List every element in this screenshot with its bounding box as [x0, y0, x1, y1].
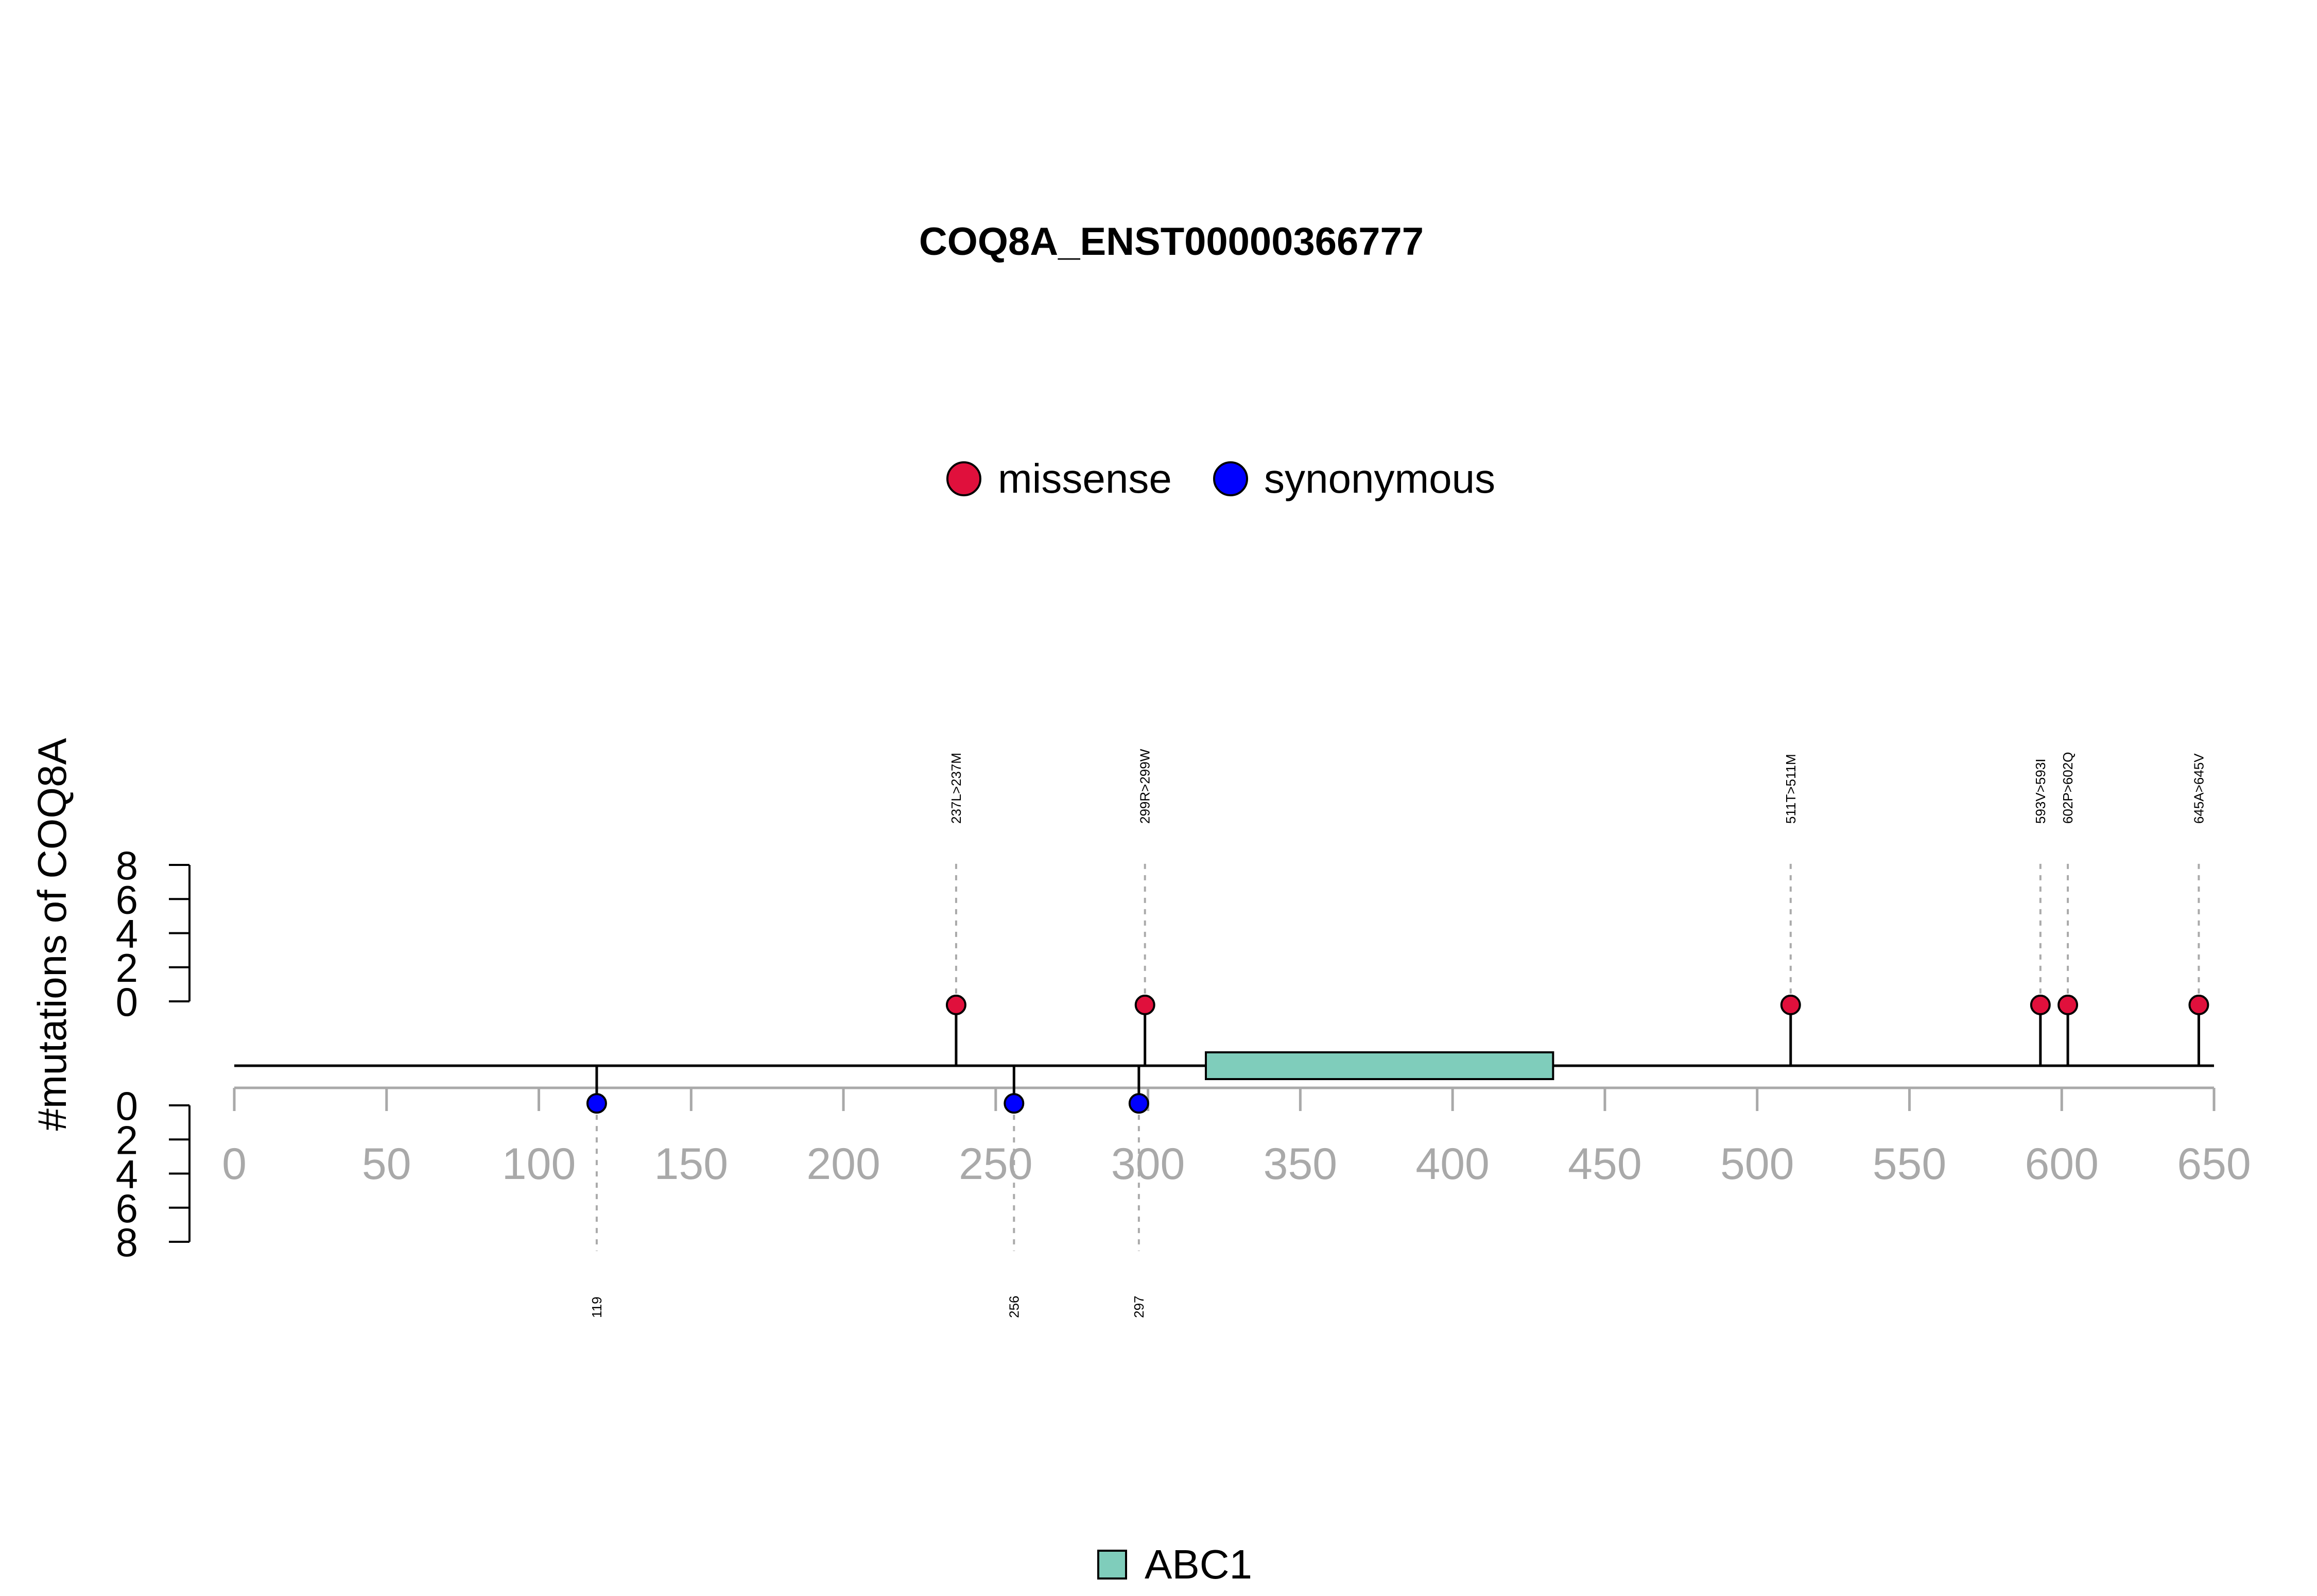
x-tick-label: 150 — [654, 1139, 729, 1189]
legend-label-missense: missense — [998, 456, 1172, 501]
y-tick-label: 6 — [116, 877, 138, 922]
mutation-label: 602P>602Q — [2060, 752, 2076, 824]
mutation-label: 645A>645V — [2191, 753, 2206, 824]
mutation-point — [1128, 1093, 1149, 1114]
y-tick-label: 2 — [116, 1117, 138, 1163]
domain-ABC1 — [1205, 1051, 1554, 1080]
y-tick-label: 8 — [116, 843, 138, 888]
x-tick-label: 50 — [362, 1139, 411, 1189]
mutation-label: 237L>237M — [948, 753, 964, 824]
mutation-point — [1780, 994, 1801, 1015]
mutation-label: 511T>511M — [1783, 754, 1799, 824]
mutation-point — [2030, 994, 2051, 1015]
mutation-label: 299R>299W — [1137, 749, 1153, 824]
mutation-point — [1134, 994, 1155, 1015]
domain-legend-label: ABC1 — [1145, 1541, 1252, 1587]
mutation-point — [2057, 994, 2079, 1015]
mutation-label: 119 — [589, 1297, 604, 1318]
mutation-label: 593V>593I — [2033, 758, 2048, 824]
x-tick-label: 600 — [2025, 1139, 2099, 1189]
mutation-point — [1004, 1093, 1025, 1114]
mutation-point — [586, 1093, 607, 1114]
x-tick-label: 300 — [1111, 1139, 1185, 1189]
x-tick-label: 0 — [222, 1139, 247, 1189]
x-tick-label: 250 — [959, 1139, 1033, 1189]
y-tick-label: 6 — [116, 1186, 138, 1231]
y-tick-label: 8 — [116, 1220, 138, 1265]
y-axis-label: #mutations of COQ8A — [29, 738, 75, 1131]
x-tick-label: 450 — [1568, 1139, 1642, 1189]
legend-marker-missense — [946, 461, 981, 496]
legend-label-synonymous: synonymous — [1264, 456, 1495, 501]
y-tick-label: 4 — [116, 911, 138, 957]
mutation-marks: 237L>237M 299R>299W 511T>511M 593V>593I 602P… — [586, 749, 2209, 1318]
y-tick-label: 4 — [116, 1152, 138, 1197]
chart-title: COQ8A_ENST00000366777 — [919, 220, 1424, 264]
x-tick-label: 100 — [502, 1139, 576, 1189]
mutation-label: 256 — [1006, 1296, 1022, 1318]
mutation-point — [945, 994, 966, 1015]
domain-legend: ABC1 — [1097, 1541, 1252, 1587]
mutation-point — [2188, 994, 2209, 1015]
mutation-label: 297 — [1131, 1296, 1147, 1318]
x-axis: 0 50 100 150 200 250 300 350 400 450 500 550 600 650 — [222, 1086, 2251, 1189]
y-tick-label: 0 — [116, 979, 138, 1025]
x-tick-label: 500 — [1720, 1139, 1794, 1189]
x-tick-label: 650 — [2177, 1139, 2251, 1189]
legend-marker-synonymous — [1213, 461, 1248, 496]
x-tick-label: 400 — [1415, 1139, 1490, 1189]
y-tick-label: 0 — [116, 1083, 138, 1129]
x-tick-label: 200 — [806, 1139, 880, 1189]
protein-backbone — [234, 1051, 2214, 1080]
chart-legend: missense synonymous — [946, 456, 1495, 501]
y-tick-label: 2 — [116, 945, 138, 991]
x-tick-label: 350 — [1264, 1139, 1338, 1189]
domain-legend-swatch — [1097, 1550, 1127, 1580]
x-tick-label: 550 — [1873, 1139, 1947, 1189]
